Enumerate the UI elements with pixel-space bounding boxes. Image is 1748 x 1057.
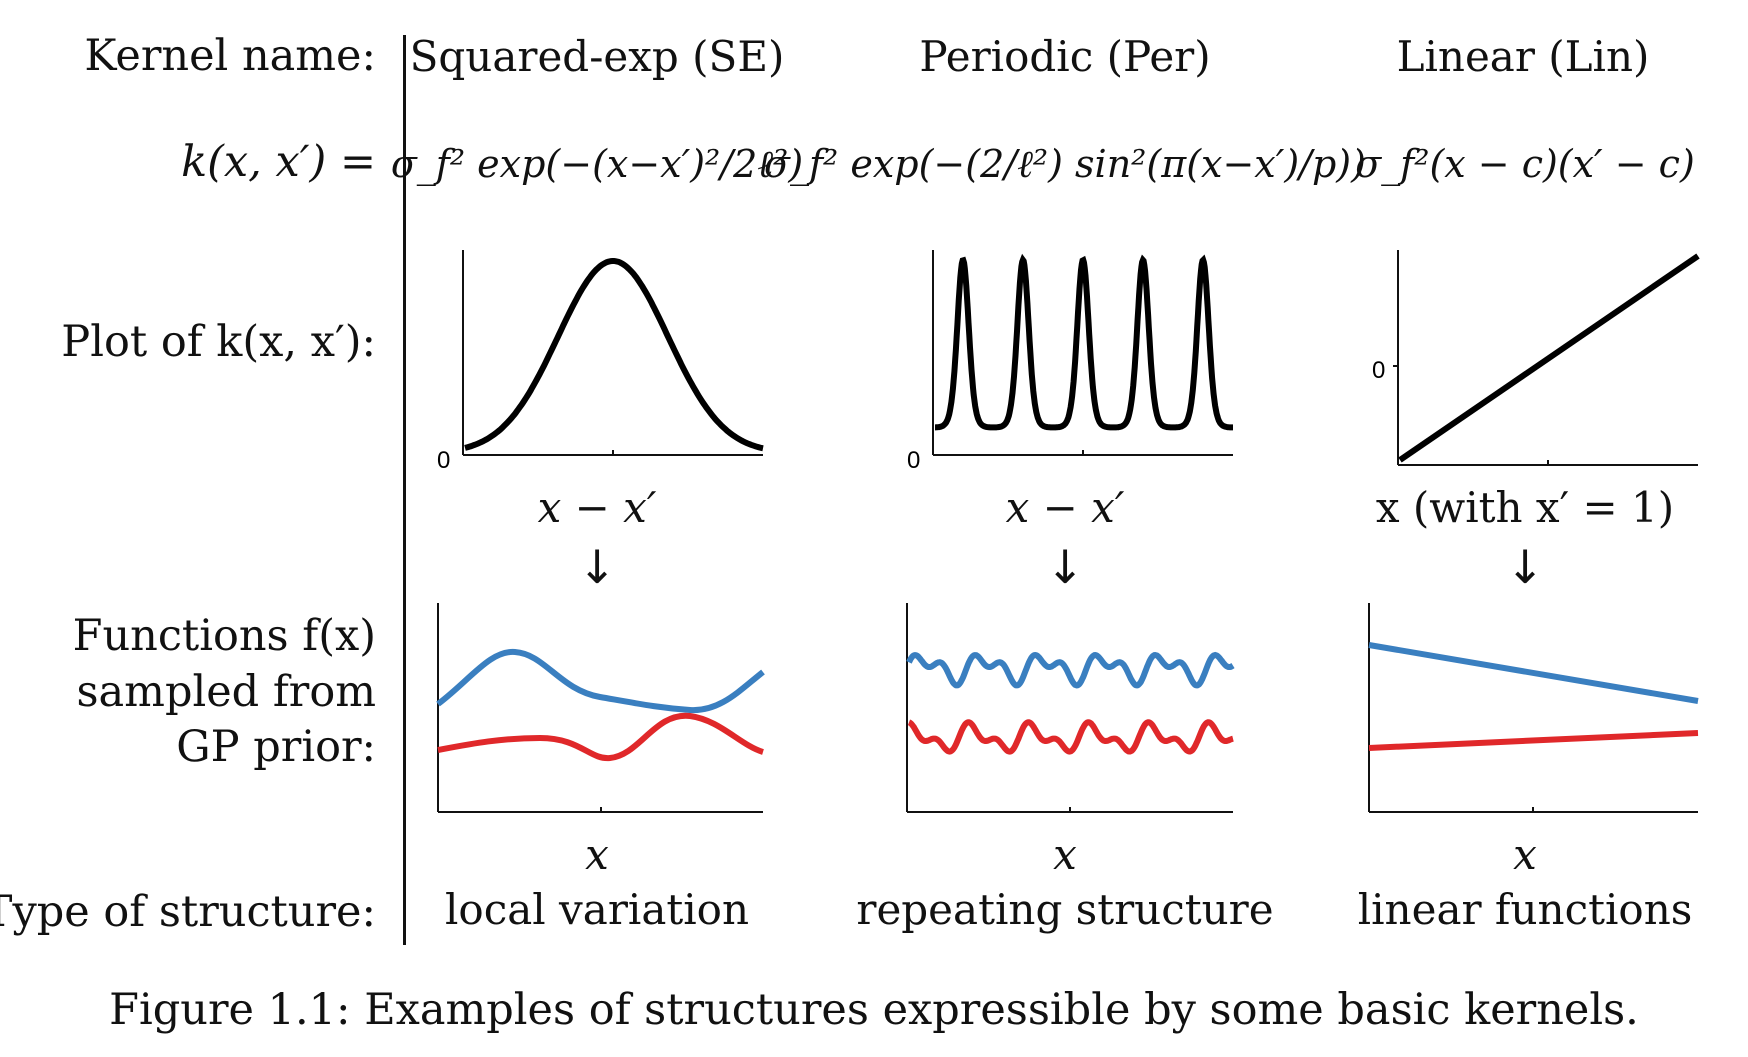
formula-se: σ_f² exp(−(x−x′)²/2ℓ²) <box>390 142 804 186</box>
se-sample-blue <box>436 648 765 714</box>
row-label-functions-line1: Functions f(x) <box>72 611 376 661</box>
structure-label-per: repeating structure <box>856 885 1274 934</box>
arrow-down-icon: ↓ <box>1045 540 1085 594</box>
lin-kernel-curve <box>1398 253 1700 463</box>
row-label-functions-line2: sampled from <box>76 667 376 717</box>
kernel-name-se: Squared-exp (SE) <box>409 32 785 81</box>
sample-axis-label-se: x <box>585 830 609 879</box>
kernel-axis-label-lin: x (with x′ = 1) <box>1375 483 1675 532</box>
se-kernel-plot: 0 <box>437 250 764 474</box>
sample-axis-label-per: x <box>1053 830 1077 879</box>
lin-sample-red <box>1368 730 1699 751</box>
kernel-axis-label-se: x − x′ <box>537 483 657 532</box>
per-sample-blue <box>906 651 1235 689</box>
formula-lin: σ_f²(x − c)(x′ − c) <box>1355 142 1695 186</box>
se-sample-red <box>437 712 765 762</box>
kernel-axis-label-per: x − x′ <box>1005 483 1125 532</box>
lin-samples-plot <box>1368 603 1699 813</box>
per-samples-plot <box>906 603 1235 813</box>
per-kernel-plot: 0 <box>907 250 1233 474</box>
arrow-down-icon: ↓ <box>1505 540 1545 594</box>
zero-tick-label: 0 <box>1372 357 1385 384</box>
column-divider <box>403 35 406 945</box>
formula-per: σ_f² exp(−(2/ℓ²) sin²(π(x−x′)/p)) <box>764 142 1366 186</box>
arrow-down-icon: ↓ <box>577 540 617 594</box>
per-kernel-curve <box>935 253 1233 431</box>
kernel-name-per: Periodic (Per) <box>919 32 1211 81</box>
sample-axis-label-lin: x <box>1513 830 1537 879</box>
row-label-functions-line3: GP prior: <box>176 722 376 772</box>
zero-tick-label: 0 <box>437 447 450 474</box>
kernel-name-lin: Linear (Lin) <box>1396 32 1650 81</box>
zero-tick-label: 0 <box>907 447 920 474</box>
lin-kernel-plot: 0 <box>1372 250 1700 466</box>
per-sample-red <box>907 719 1234 755</box>
lin-sample-blue <box>1368 642 1699 704</box>
se-kernel-curve <box>464 258 764 452</box>
row-label-plot-of-k: Plot of k(x, x′): <box>61 317 376 367</box>
structure-label-lin: linear functions <box>1357 885 1693 934</box>
row-label-type-of-structure: Type of structure: <box>0 887 376 937</box>
figure-caption: Figure 1.1: Examples of structures expre… <box>109 985 1639 1035</box>
row-label-k-definition: k(x, x′) = <box>181 137 376 187</box>
structure-label-se: local variation <box>444 885 750 934</box>
row-label-kernel-name: Kernel name: <box>84 31 376 81</box>
se-samples-plot <box>436 603 765 813</box>
